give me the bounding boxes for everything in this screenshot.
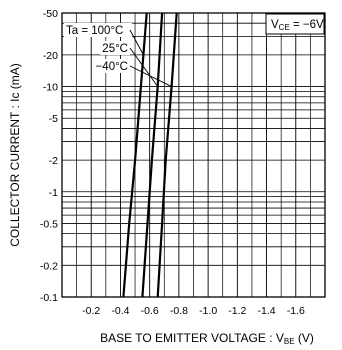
x-tick-label: -1.6 [287, 305, 305, 317]
series-label-bg [100, 41, 130, 55]
y-tick-label: -10 [43, 82, 58, 94]
x-tick-label: -1.2 [228, 305, 246, 317]
series-curve [122, 12, 148, 298]
y-axis-title: COLLECTOR CURRENT : Ic (mA) [8, 63, 22, 247]
y-tick-label: -5 [49, 113, 58, 125]
y-tick-label: -0.5 [40, 218, 58, 230]
plot-frame [61, 12, 326, 298]
condition-box [265, 13, 325, 35]
x-tick-label: -0.6 [141, 305, 159, 317]
ticks: -0.1-0.2-0.5-1-2-5-10-20-50-0.2 -0.4 -0.6-… [40, 8, 305, 317]
series-label-bg [64, 23, 132, 37]
series-label: −40°C [96, 61, 128, 73]
y-tick-label: -0.2 [40, 260, 58, 272]
grid [62, 13, 325, 297]
series-label-bg [94, 59, 130, 73]
series-leader-line [129, 65, 172, 87]
y-tick-label: -20 [43, 50, 58, 62]
x-tick-label: -0.8 [170, 305, 188, 317]
series-leader-line [129, 29, 144, 56]
condition-label: VCE = −6V [265, 13, 325, 35]
x-axis-title-unit: (V) [295, 331, 314, 345]
y-tick-label: -2 [49, 155, 58, 167]
x-axis-title-sub: BE [284, 337, 295, 346]
condition-prefix: V [271, 19, 279, 31]
x-axis-title-main: BASE TO EMITTER VOLTAGE : V [100, 331, 284, 345]
x-tick-label: -1.4 [258, 305, 276, 317]
curves [122, 12, 178, 298]
y-tick-label: -1 [49, 187, 58, 199]
x-tick-label: -0.4 [111, 305, 129, 317]
y-tick-label: -0.1 [40, 292, 58, 304]
y-tick-label: -50 [43, 8, 58, 20]
condition-text: VCE = −6V [271, 19, 324, 32]
x-tick-label: -1.0 [199, 305, 217, 317]
series-label: 25°C [102, 43, 128, 55]
series-leader-line [129, 47, 159, 87]
series-curve [141, 12, 164, 298]
condition-suffix: = −6V [290, 19, 324, 31]
series-label: Ta = 100°C [66, 25, 123, 37]
x-axis-title: BASE TO EMITTER VOLTAGE : VBE (V) [100, 331, 314, 346]
condition-sub: CE [279, 23, 290, 32]
series-curve [156, 12, 178, 298]
series-labels: Ta = 100°C 25°C −40°C [64, 23, 172, 87]
x-tick-label: -0.2 [82, 305, 100, 317]
